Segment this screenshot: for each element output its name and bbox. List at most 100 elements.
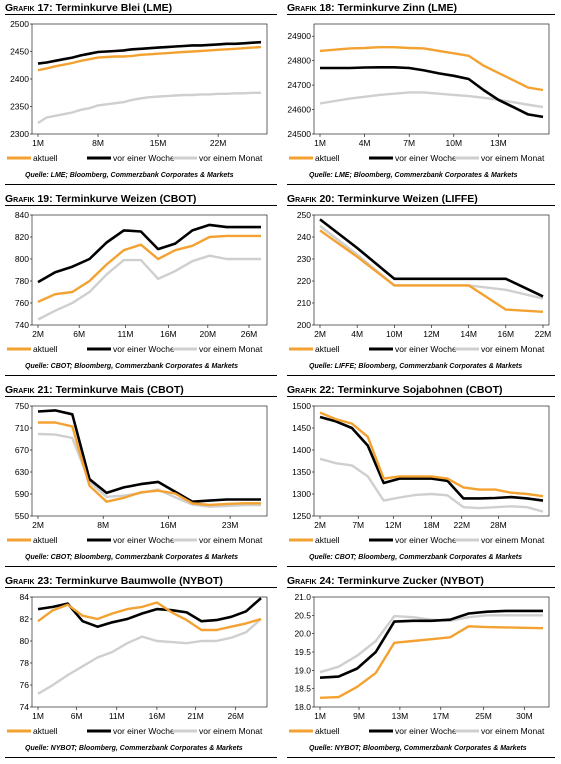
- series-line-vor-einer-woche: [319, 415, 544, 502]
- y-tick-label: 820: [15, 232, 29, 242]
- y-tick-label: 1250: [292, 511, 311, 521]
- chart-panel-23: Grafik 23: Terminkurve Baumwolle (NYBOT)…: [5, 575, 281, 763]
- x-tick-label: 11M: [109, 711, 125, 721]
- y-tick-label: 76: [20, 680, 30, 690]
- x-tick-label: 6M: [71, 711, 83, 721]
- y-tick-label: 82: [20, 614, 30, 624]
- legend-label: vor einem Monat: [199, 153, 263, 163]
- plot-area: [31, 405, 268, 517]
- legend-label: vor einer Woche: [113, 535, 175, 545]
- chart-number: Grafik 23:: [5, 575, 53, 587]
- chart-title: Grafik 21: Terminkurve Mais (CBOT): [5, 384, 184, 396]
- series-line-aktuell: [319, 229, 544, 313]
- x-tick-label: 8M: [97, 520, 109, 530]
- x-tick-label: 20M: [200, 329, 217, 339]
- y-tick-label: 550: [15, 511, 29, 521]
- x-tick-label: 15M: [150, 138, 167, 148]
- chart-title-text: Terminkurve Zinn (LME): [334, 2, 457, 14]
- series-line-aktuell: [37, 45, 262, 72]
- chart-title: Grafik 22: Terminkurve Sojabohnen (CBOT): [287, 384, 502, 396]
- x-tick-label: 10M: [386, 329, 403, 339]
- x-tick-label: 6M: [73, 329, 85, 339]
- x-tick-label: 12M: [385, 520, 402, 530]
- plot-area: [313, 23, 550, 135]
- source-rule: [5, 184, 277, 185]
- x-tick-label: 25M: [475, 711, 492, 721]
- legend-label: vor einer Woche: [113, 726, 175, 736]
- source-note: Quelle: CBOT; Bloomberg, Commerzbank Cor…: [25, 363, 239, 370]
- x-tick-label: 1M: [32, 138, 44, 148]
- y-tick-label: 750: [15, 401, 29, 411]
- source-note: Quelle: NYBOT; Bloomberg, Commerzbank Co…: [25, 745, 243, 752]
- y-tick-label: 20.5: [294, 610, 311, 620]
- x-tick-label: 16M: [160, 329, 177, 339]
- title-rule: [287, 587, 555, 588]
- line-chart: 740 760 780 800 820 840 2M 6M 11M 16M 20M 26M aktuel…: [7, 210, 268, 354]
- x-tick-label: 16M: [149, 711, 166, 721]
- chart-number: Grafik 22:: [287, 384, 335, 396]
- y-tick-label: 1300: [292, 489, 311, 499]
- source-note: Quelle: LME; Bloomberg, Commerzbank Corp…: [25, 172, 234, 179]
- x-tick-label: 23M: [222, 520, 239, 530]
- y-tick-label: 250: [297, 210, 311, 220]
- y-tick-label: 24600: [287, 105, 311, 115]
- plot-area: [313, 214, 550, 326]
- chart-panel-22: Grafik 22: Terminkurve Sojabohnen (CBOT)…: [287, 384, 561, 572]
- y-tick-label: 1500: [292, 401, 311, 411]
- series-line-vor-einem-monat: [319, 225, 544, 300]
- legend-label: vor einer Woche: [395, 153, 457, 163]
- series-line-aktuell: [37, 234, 261, 303]
- chart-title-text: Terminkurve Mais (CBOT): [52, 384, 184, 396]
- chart-title-text: Terminkurve Zucker (NYBOT): [334, 575, 484, 587]
- x-tick-label: 26M: [227, 711, 244, 721]
- chart-number: Grafik 18:: [287, 2, 335, 14]
- y-tick-label: 2350: [10, 102, 29, 112]
- y-tick-label: 780: [15, 276, 29, 286]
- source-rule: [287, 566, 555, 567]
- series-line-aktuell: [319, 625, 544, 699]
- chart-number: Grafik 19:: [5, 193, 53, 205]
- source-rule: [5, 375, 277, 376]
- chart-panel-18: Grafik 18: Terminkurve Zinn (LME) 24500 24…: [287, 2, 561, 190]
- source-note: Quelle: CBOT; Bloomberg, Commerzbank Cor…: [309, 554, 523, 561]
- x-tick-label: 4M: [351, 329, 363, 339]
- legend-label: vor einem Monat: [199, 726, 263, 736]
- y-tick-label: 24900: [287, 31, 311, 41]
- chart-number: Grafik 20:: [287, 193, 335, 205]
- y-tick-label: 630: [15, 467, 29, 477]
- y-tick-label: 21.0: [294, 592, 311, 602]
- series-line-vor-einer-woche: [37, 223, 261, 284]
- y-tick-label: 19.5: [294, 647, 311, 657]
- line-chart: 24500 24600 24700 24800 24900 1M 4M 7M 10M 13M akt…: [287, 23, 550, 163]
- source-note: Quelle: LIFFE; Bloomberg, Commerzbank Co…: [309, 363, 523, 370]
- x-tick-label: 11M: [118, 329, 134, 339]
- line-chart: 18.0 18.5 19.0 19.5 20.0 20.5 21.0 1M 9M 13M 17M 25…: [289, 592, 550, 736]
- series-line-vor-einer-woche: [37, 409, 261, 503]
- y-tick-label: 800: [15, 254, 29, 264]
- title-rule: [5, 587, 277, 588]
- series-line-vor-einer-woche: [319, 218, 544, 298]
- title-rule: [5, 205, 277, 206]
- x-tick-label: 22M: [210, 138, 227, 148]
- source-rule: [5, 566, 277, 567]
- x-tick-label: 14M: [460, 329, 477, 339]
- legend-label: aktuell: [33, 726, 58, 736]
- y-tick-label: 74: [20, 702, 30, 712]
- series-line-vor-einer-woche: [319, 609, 543, 679]
- series-line-vor-einem-monat: [37, 254, 261, 321]
- legend-label: aktuell: [33, 535, 58, 545]
- series-line-aktuell: [319, 46, 544, 92]
- x-tick-label: 8M: [92, 138, 104, 148]
- legend-label: vor einer Woche: [395, 535, 457, 545]
- x-tick-label: 1M: [314, 711, 326, 721]
- x-tick-label: 1M: [32, 711, 44, 721]
- y-tick-label: 590: [15, 489, 29, 499]
- chart-title-text: Terminkurve Sojabohnen (CBOT): [334, 384, 503, 396]
- series-line-vor-einem-monat: [37, 618, 262, 695]
- legend-label: vor einem Monat: [199, 535, 263, 545]
- legend-label: aktuell: [33, 344, 58, 354]
- chart-panel-21: Grafik 21: Terminkurve Mais (CBOT) 550 590…: [5, 384, 281, 572]
- series-line-aktuell: [38, 421, 261, 507]
- source-rule: [287, 375, 555, 376]
- series-line-vor-einer-woche: [320, 65, 544, 119]
